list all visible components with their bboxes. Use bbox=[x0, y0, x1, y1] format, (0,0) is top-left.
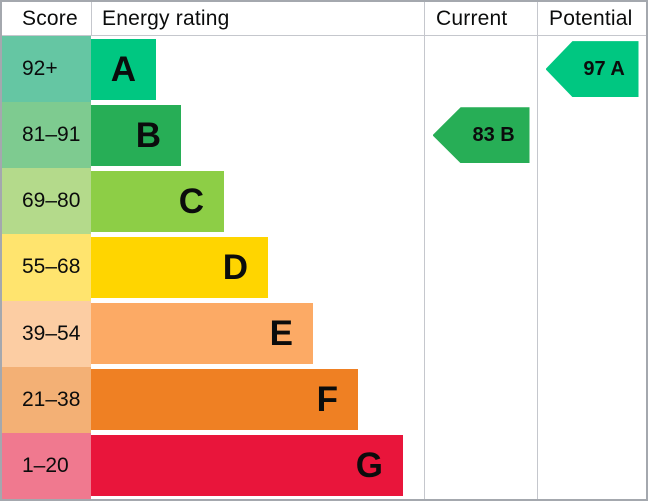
current-rating-label: 83 B bbox=[472, 123, 515, 146]
rating-letter-c: C bbox=[178, 181, 204, 221]
rating-letter-e: E bbox=[269, 314, 293, 354]
potential-cell-a: 97 A bbox=[537, 36, 646, 103]
potential-cell-g bbox=[537, 432, 646, 499]
header-current: Current bbox=[424, 2, 537, 35]
rating-bar-cell-c: C bbox=[91, 168, 424, 234]
current-cell-f bbox=[424, 366, 537, 433]
header-row: Score Energy rating Current Potential bbox=[2, 2, 646, 36]
rating-bar-f: F bbox=[91, 369, 358, 431]
current-cell-e bbox=[424, 300, 537, 367]
current-cell-b: 83 B bbox=[424, 102, 537, 169]
rating-bar-cell-a: A bbox=[91, 36, 424, 102]
score-range-f: 21–38 bbox=[2, 366, 91, 433]
score-range-b: 81–91 bbox=[2, 102, 91, 169]
rating-bar-cell-d: D bbox=[91, 234, 424, 300]
score-range-g: 1–20 bbox=[2, 432, 91, 499]
potential-rating-label: 97 A bbox=[583, 57, 625, 80]
rating-bar-cell-f: F bbox=[91, 367, 424, 433]
rating-bar-e: E bbox=[91, 303, 313, 365]
rating-letter-a: A bbox=[110, 49, 136, 89]
current-cell-d bbox=[424, 234, 537, 301]
rating-letter-b: B bbox=[135, 115, 161, 155]
rating-letter-g: G bbox=[355, 446, 383, 486]
potential-cell-d bbox=[537, 234, 646, 301]
score-range-d: 55–68 bbox=[2, 234, 91, 301]
potential-cell-b bbox=[537, 102, 646, 169]
rating-bar-g: G bbox=[91, 435, 403, 497]
current-cell-a bbox=[424, 36, 537, 103]
header-energy-rating: Energy rating bbox=[91, 2, 424, 35]
potential-cell-e bbox=[537, 300, 646, 367]
band-row-g: 1–20 G bbox=[2, 432, 646, 499]
score-range-e: 39–54 bbox=[2, 300, 91, 367]
band-row-a: 92+ A 97 A bbox=[2, 36, 646, 103]
score-range-a: 92+ bbox=[2, 36, 91, 103]
rating-bar-cell-e: E bbox=[91, 301, 424, 367]
rating-bar-b: B bbox=[91, 104, 181, 166]
header-score: Score bbox=[22, 6, 78, 30]
band-rows: 92+ A 97 A 81–91 B 83 B 69–80 C 55–68 D 39–54 E 21–3… bbox=[2, 36, 646, 499]
potential-cell-f bbox=[537, 366, 646, 433]
rating-bar-d: D bbox=[91, 236, 268, 299]
band-row-f: 21–38 F bbox=[2, 366, 646, 433]
band-row-b: 81–91 B 83 B bbox=[2, 102, 646, 169]
current-cell-c bbox=[424, 168, 537, 235]
potential-rating-arrow: 97 A bbox=[545, 41, 639, 98]
band-row-c: 69–80 C bbox=[2, 168, 646, 235]
current-rating-arrow: 83 B bbox=[432, 107, 530, 164]
current-cell-g bbox=[424, 432, 537, 499]
rating-bar-cell-b: B bbox=[91, 102, 424, 168]
rating-bar-cell-g: G bbox=[91, 433, 424, 499]
rating-letter-d: D bbox=[222, 247, 248, 287]
rating-letter-f: F bbox=[316, 380, 338, 420]
score-range-c: 69–80 bbox=[2, 168, 91, 235]
rating-bar-a: A bbox=[91, 38, 156, 100]
band-row-e: 39–54 E bbox=[2, 300, 646, 367]
potential-cell-c bbox=[537, 168, 646, 235]
header-potential: Potential bbox=[537, 2, 646, 35]
band-row-d: 55–68 D bbox=[2, 234, 646, 301]
rating-bar-c: C bbox=[91, 170, 224, 232]
